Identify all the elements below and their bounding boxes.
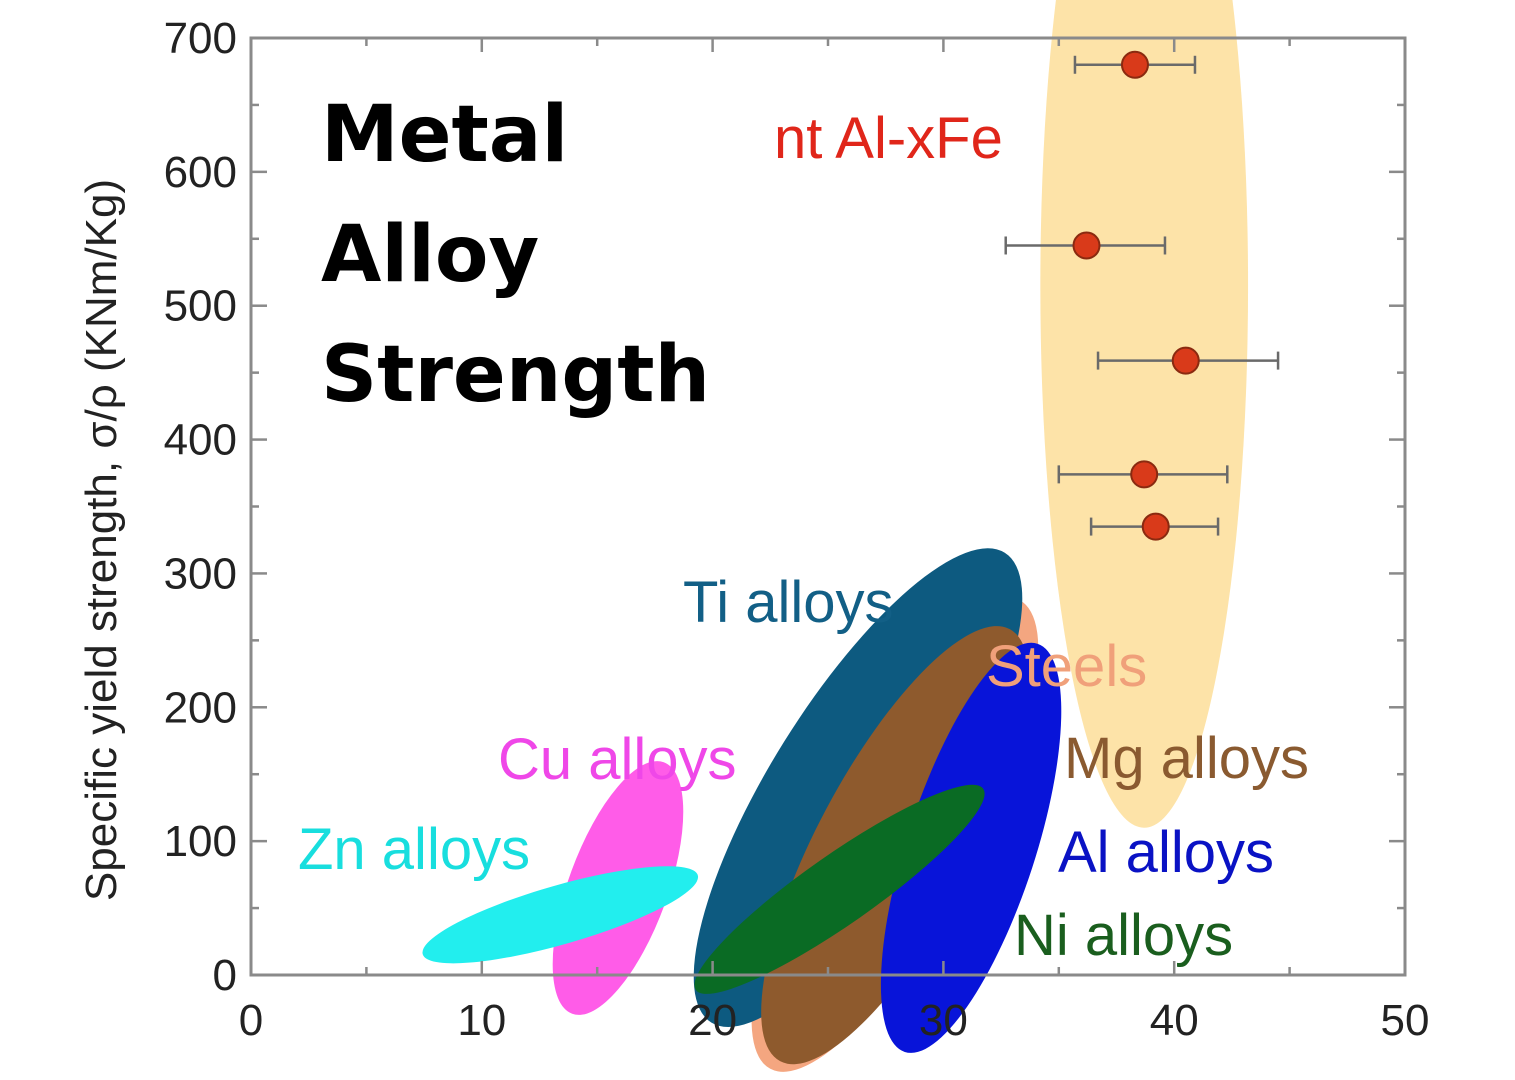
x-tick-label: 10 [457,996,506,1045]
data-marker [1120,50,1149,79]
data-points [1004,50,1280,541]
data-point-5 [1089,512,1220,541]
region-zn-alloys [422,866,699,964]
data-point-2 [1004,231,1167,260]
axis-ticks [249,36,1407,977]
label-nt-al-xfe: nt Al-xFe [774,106,1003,171]
x-tick-label: 50 [1381,996,1430,1045]
region-nt-al-xfe [1040,0,1249,828]
data-marker [1171,346,1200,375]
y-tick-label: 100 [164,817,237,866]
label-ni-alloys: Ni alloys [1014,903,1233,968]
data-marker [1141,512,1170,541]
label-al-alloys: Al alloys [1058,820,1274,885]
region-labels: nt Al-xFe Steels Ti alloys Mg alloys Al … [298,106,1309,968]
y-tick-label: 500 [164,282,237,331]
y-tick-label: 700 [164,14,237,63]
label-steels: Steels [986,634,1147,699]
data-point-4 [1057,460,1229,489]
region-al-alloys [880,642,1062,1053]
label-cu-alloys: Cu alloys [498,727,737,792]
chart-title-line-2: Alloy [321,210,539,300]
chart-title-line-3: Strength [321,330,710,420]
y-axis-label: Specific yield strength, σ/ρ (KNm/Kg) [77,179,126,901]
y-tick-label: 400 [164,416,237,465]
label-zn-alloys: Zn alloys [298,817,530,882]
x-tick-label: 30 [919,996,968,1045]
x-tick-label: 0 [239,996,263,1045]
label-ti-alloys: Ti alloys [683,570,894,635]
data-marker [1072,231,1101,260]
data-marker [1130,460,1159,489]
y-tick-label: 0 [213,951,237,1000]
label-mg-alloys: Mg alloys [1064,726,1309,791]
region-ni-alloys [694,784,985,994]
x-tick-label: 20 [688,996,737,1045]
y-tick-label: 600 [164,148,237,197]
data-point-3 [1096,346,1280,375]
y-tick-label: 300 [164,549,237,598]
y-tick-label: 200 [164,683,237,732]
data-point-1 [1073,50,1197,79]
chart-title-line-1: Metal [321,90,568,180]
chart-title: Metal Alloy Strength [321,90,710,420]
x-tick-label: 40 [1150,996,1199,1045]
alloy-regions [422,0,1249,1072]
